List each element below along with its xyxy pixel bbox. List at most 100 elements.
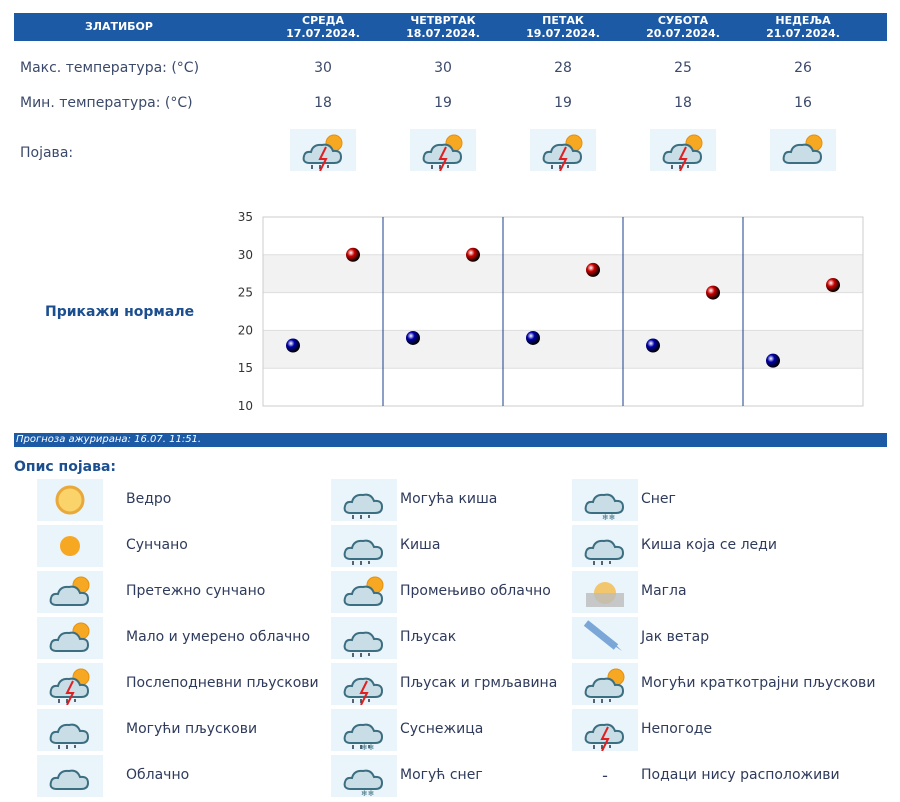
possible-rain-icon [331,479,397,521]
min-temp-value: 18 [674,95,692,111]
day-date: 17.07.2024. [286,27,360,40]
max-temp-point [346,247,360,262]
legend-label: Пљусак [400,629,457,645]
legend-label: Снег [641,491,676,507]
day-name: ЧЕТВРТАК [410,14,476,27]
min-temp-point [526,330,540,345]
legend-label: Ведро [126,491,172,507]
location-title: ЗЛАТИБОР [85,20,153,33]
day-name: СРЕДА [302,14,344,27]
afternoon-showers-icon [530,129,596,172]
freezing-rain-icon [572,525,638,567]
max-temp-value: 28 [554,60,572,76]
y-tick-label: 15 [238,361,253,375]
legend-label: Послеподневни пљускови [126,675,319,691]
min-temp-point [406,330,420,345]
thunderstorm-icon [331,663,397,706]
min-temp-label: Мин. температура: (°C) [20,95,193,111]
day-date: 18.07.2024. [406,27,480,40]
day-date: 21.07.2024. [766,27,840,40]
shower-icon [331,617,397,659]
plot-frame [262,216,864,407]
legend-label: Киша [400,537,441,553]
mostly-sunny-icon [37,571,103,613]
strong-wind-icon [572,617,638,659]
max-temp-value: 25 [674,60,692,76]
legend-label: Претежно сунчано [126,583,266,599]
day-date: 20.07.2024. [646,27,720,40]
partly-cloudy-icon [37,617,103,659]
cloudy-icon [37,755,103,797]
update-bar: Прогноза ажурирана: 16.07. 11:51. [14,433,887,447]
y-tick-label: 10 [238,399,253,413]
storm-icon [572,709,638,752]
legend-label: Могући краткотрајни пљускови [641,675,876,691]
afternoon-showers-icon [37,663,103,706]
rain-icon [331,525,397,567]
afternoon-showers-icon [410,129,476,172]
show-normals-link[interactable]: Прикажи нормале [45,304,195,320]
day-header: СРЕДА 17.07.2024. [268,14,378,40]
svg-text:❄❄: ❄❄ [602,513,615,521]
min-temp-value: 19 [554,95,572,111]
no-data-dash: - [602,766,608,785]
grid-band [263,330,863,369]
legend-label: Сунчано [126,537,188,553]
forecast-header: ЗЛАТИБОР СРЕДА 17.07.2024. ЧЕТВРТАК 18.07.2… [14,13,887,41]
possible-showers-icon [37,709,103,751]
fog-icon [572,571,638,613]
y-tick-label: 35 [238,210,253,224]
legend-label: Непогоде [641,721,713,737]
y-tick-label: 30 [238,248,253,262]
day-header: СУБОТА 20.07.2024. [628,14,738,40]
max-temp-value: 30 [434,60,452,76]
possible-short-showers-icon [572,663,638,705]
max-temp-value: 26 [794,60,812,76]
legend-label: Мало и умерено облачно [126,629,311,645]
min-temp-point [646,338,660,353]
legend-label: Облачно [126,767,190,783]
legend-label: Магла [641,583,687,599]
legend-label: Подаци нису расположиви [641,767,840,783]
legend-label: Могућ снег [400,767,483,783]
legend-label: Суснежица [400,721,484,737]
day-header: ЧЕТВРТАК 18.07.2024. [388,14,498,40]
no-data-icon: - [572,755,638,797]
afternoon-showers-icon [650,129,716,172]
max-temp-point [706,285,720,300]
legend-label: Промењиво облачно [400,583,551,599]
y-tick-label: 25 [238,286,253,300]
y-tick-label: 20 [238,323,253,337]
day-date: 19.07.2024. [526,27,600,40]
max-temp-point [826,278,840,293]
variable-cloudy-icon [331,571,397,613]
day-name: НЕДЕЉА [775,14,831,27]
legend-title: Опис појава: [14,459,116,475]
partly-cloudy-icon [770,129,836,171]
day-name: ПЕТАК [542,14,584,27]
legend-label: Могућа киша [400,491,498,507]
min-temp-point [286,338,300,353]
temperature-chart: 10 15 20 25 30 35 [238,210,864,413]
min-temp-point [766,353,780,368]
legend-label: Могући пљускови [126,721,258,737]
max-temp-point [586,262,600,277]
min-temp-value: 16 [794,95,812,111]
possible-snow-icon: ❄❄ [331,755,397,798]
grid-band [263,254,863,293]
min-temp-value: 18 [314,95,332,111]
max-temp-point [466,247,480,262]
day-header: НЕДЕЉА 21.07.2024. [748,14,858,40]
max-temp-label: Макс. температура: (°C) [20,60,200,76]
svg-text:❄❄: ❄❄ [361,743,374,751]
max-temp-value: 30 [314,60,332,76]
afternoon-showers-icon [290,129,356,172]
clear-sun-icon [37,479,103,521]
legend-label: Киша која се леди [641,537,777,553]
legend-label: Пљусак и грмљавина [400,675,558,691]
phenomenon-label: Појава: [20,145,74,161]
sleet-icon: ❄❄ [331,709,397,752]
legend-label: Јак ветар [641,629,710,645]
sunny-icon [37,525,103,567]
day-header: ПЕТАК 19.07.2024. [508,14,618,40]
